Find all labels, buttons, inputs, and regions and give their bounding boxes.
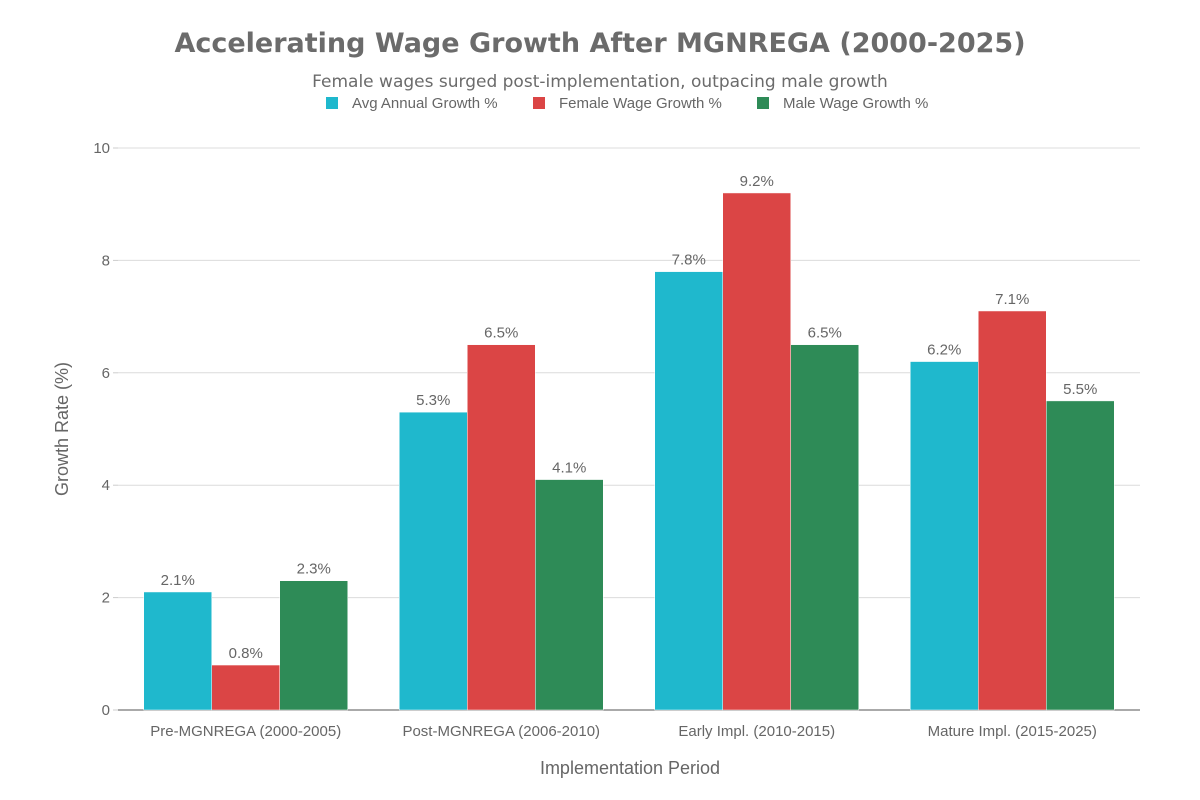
chart-subtitle: Female wages surged post-implementation,… xyxy=(312,72,888,92)
data-label: 0.8% xyxy=(229,645,263,662)
bar xyxy=(978,310,1047,711)
x-tick-label: Post-MGNREGA (2006-2010) xyxy=(402,723,600,740)
bar xyxy=(279,580,348,711)
data-label: 7.1% xyxy=(995,291,1029,308)
legend-swatch xyxy=(326,97,338,109)
legend-label: Male Wage Growth % xyxy=(783,95,928,112)
y-tick-label: 4 xyxy=(102,477,110,494)
data-label: 2.3% xyxy=(297,561,331,578)
y-tick-label: 0 xyxy=(102,702,110,719)
data-label: 7.8% xyxy=(672,252,706,269)
data-label: 6.5% xyxy=(484,325,518,342)
data-label: 4.1% xyxy=(552,460,586,477)
x-tick-label: Early Impl. (2010-2015) xyxy=(678,723,835,740)
chart-title: Accelerating Wage Growth After MGNREGA (… xyxy=(174,28,1025,59)
bar xyxy=(654,271,723,711)
legend-label: Avg Annual Growth % xyxy=(352,95,498,112)
bar xyxy=(211,664,280,711)
bar xyxy=(467,344,536,711)
bar xyxy=(790,344,859,711)
y-tick-label: 10 xyxy=(93,140,110,157)
y-axis-label: Growth Rate (%) xyxy=(52,362,72,496)
bars: 2.1% 0.8% 2.3% 5.3% 6.5% 4.1% 7.8% 9.2% 6.5% 6.2%… xyxy=(143,173,1115,711)
bar xyxy=(143,591,212,711)
x-tick-label: Pre-MGNREGA (2000-2005) xyxy=(150,723,341,740)
data-label: 6.2% xyxy=(927,342,961,359)
bar xyxy=(535,479,604,711)
x-tick-label: Mature Impl. (2015-2025) xyxy=(928,723,1097,740)
legend-label: Female Wage Growth % xyxy=(559,95,722,112)
data-label: 9.2% xyxy=(740,173,774,190)
bar xyxy=(910,361,979,711)
y-tick-label: 2 xyxy=(102,590,110,607)
data-label: 6.5% xyxy=(808,325,842,342)
data-label: 2.1% xyxy=(161,572,195,589)
data-label: 5.5% xyxy=(1063,381,1097,398)
legend-swatch xyxy=(533,97,545,109)
x-axis-ticks: Pre-MGNREGA (2000-2005) Post-MGNREGA (200… xyxy=(150,723,1097,740)
legend-swatch xyxy=(757,97,769,109)
data-label: 5.3% xyxy=(416,392,450,409)
bar xyxy=(1046,400,1115,711)
legend: Avg Annual Growth % Female Wage Growth % M… xyxy=(326,95,928,112)
bar xyxy=(722,192,791,711)
y-tick-label: 8 xyxy=(102,252,110,269)
y-tick-label: 6 xyxy=(102,365,110,382)
bar xyxy=(399,411,468,711)
x-axis-label: Implementation Period xyxy=(540,758,720,778)
